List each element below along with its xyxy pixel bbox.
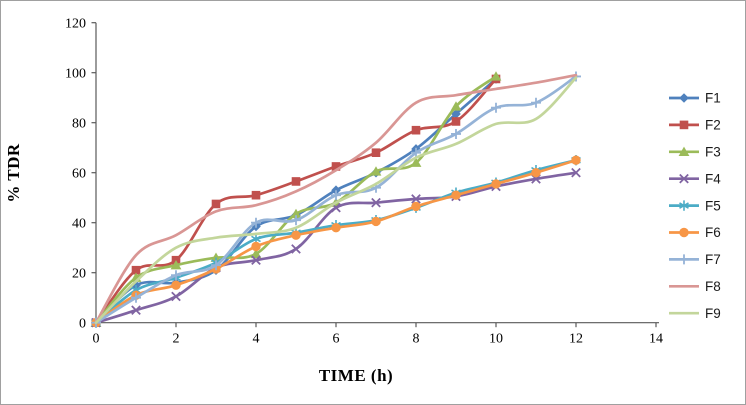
x-tick-label: 10 xyxy=(489,332,503,347)
x-axis-title: TIME (h) xyxy=(318,366,394,385)
series-F4-marker-x xyxy=(371,197,381,208)
series-F7-marker-plus xyxy=(211,260,221,271)
legend-F5-marker-star xyxy=(679,200,689,211)
legend-F3-marker-triangle xyxy=(678,146,690,156)
series-F2-marker-square xyxy=(251,190,261,200)
legend-item-F2: F2 xyxy=(705,118,721,133)
legend-item-F3: F3 xyxy=(705,145,721,160)
x-tick-label: 12 xyxy=(569,332,583,347)
series-F6-marker-circle xyxy=(251,241,261,252)
legend-item-F8: F8 xyxy=(705,279,721,294)
series-F7-marker-plus xyxy=(251,217,261,228)
legend-F7-marker-plus xyxy=(679,254,689,265)
legend-F1-marker-diamond xyxy=(679,93,689,103)
y-tick-label: 40 xyxy=(72,217,86,232)
series-F3-marker-triangle xyxy=(290,208,302,219)
y-tick-label: 80 xyxy=(72,117,86,132)
series-F3-marker-triangle xyxy=(170,260,182,270)
series-F6-marker-circle xyxy=(171,280,181,290)
legend-item-F6: F6 xyxy=(705,225,721,240)
series-F3-marker-triangle xyxy=(490,71,502,81)
y-tick-label: 120 xyxy=(65,17,86,32)
series-F3-marker-triangle xyxy=(370,166,382,176)
series-F2-marker-square xyxy=(131,265,141,275)
series-F6-marker-circle xyxy=(491,179,501,189)
series-F2-marker-square xyxy=(451,117,461,126)
series-F7-marker-plus xyxy=(531,97,541,108)
series-F6-marker-circle xyxy=(371,216,381,227)
series-F7-marker-plus xyxy=(411,147,421,158)
series-F3-marker-triangle xyxy=(450,101,462,111)
x-tick-label: 4 xyxy=(253,332,260,347)
legend-F2-marker-square xyxy=(679,120,689,130)
series-F6-marker-circle xyxy=(411,201,421,212)
x-tick-label: 2 xyxy=(173,332,180,347)
x-tick-label: 0 xyxy=(93,332,100,347)
x-tick-label: 14 xyxy=(649,332,663,347)
series-line-F8 xyxy=(94,73,578,325)
y-tick-label: 0 xyxy=(79,317,86,332)
series-F7-marker-plus xyxy=(331,190,341,201)
series-F2-marker-square xyxy=(211,199,221,209)
legend-item-F7: F7 xyxy=(705,252,721,267)
series-F6-marker-circle xyxy=(331,223,341,233)
series-line-F9 xyxy=(94,76,578,325)
legend-F6-marker-circle xyxy=(679,227,689,238)
series-F4-marker-x xyxy=(251,255,261,266)
series-F2-marker-square xyxy=(291,177,301,186)
series-F2-marker-square xyxy=(371,148,381,157)
legend-F4-marker-x xyxy=(679,173,689,184)
series-F3-marker-triangle xyxy=(210,252,222,262)
series-F7-marker-plus xyxy=(131,292,141,303)
x-tick-label: 6 xyxy=(333,332,340,347)
series-F4-marker-x xyxy=(411,194,421,204)
series-F7-marker-plus xyxy=(451,128,461,139)
series-F3-marker-triangle xyxy=(250,248,262,259)
series-F7-marker-plus xyxy=(171,270,181,281)
y-tick-label: 100 xyxy=(65,67,86,82)
y-tick-label: 60 xyxy=(72,167,86,182)
series-F4-marker-x xyxy=(131,305,141,316)
series-F6-marker-circle xyxy=(571,155,581,165)
series-F7-marker-plus xyxy=(291,215,301,226)
x-tick-label: 8 xyxy=(413,332,420,347)
y-axis-title: % TDR xyxy=(4,143,23,203)
series-F3-marker-triangle xyxy=(410,157,422,167)
series-F6-marker-circle xyxy=(451,190,461,200)
y-tick-label: 20 xyxy=(72,267,86,282)
series-F2-marker-square xyxy=(411,125,421,135)
series-F4-marker-x xyxy=(291,244,301,254)
series-F6-marker-circle xyxy=(291,230,301,240)
series-F4-marker-x xyxy=(171,291,181,302)
series-F6-marker-circle xyxy=(531,168,541,178)
legend-item-F1: F1 xyxy=(705,91,721,106)
series-F1-marker-diamond xyxy=(451,109,461,119)
legend-item-F9: F9 xyxy=(705,306,721,321)
legend-item-F4: F4 xyxy=(705,171,721,186)
series-F4-marker-x xyxy=(571,167,581,178)
series-F2-marker-square xyxy=(331,162,341,171)
legend-item-F5: F5 xyxy=(705,198,721,213)
series-F7-marker-plus xyxy=(491,102,501,113)
